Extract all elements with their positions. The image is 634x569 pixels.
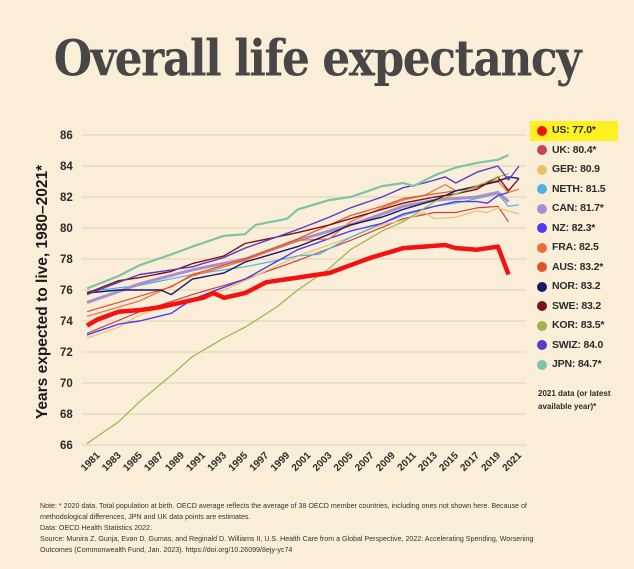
x-tick-label: 1993 [206,450,230,474]
legend: US: 77.0* UK: 80.4* GER: 80.9 NETH: 81.5 CAN… [530,121,632,413]
x-tick-label: 2015 [437,450,461,474]
x-tick-label: 2003 [311,450,335,474]
series-line-swe [86,176,520,294]
y-tick-label: 84 [60,161,73,173]
series-line-nz [86,191,509,336]
chart-title: Overall life expectancy [53,30,582,89]
legend-label: FRA: 82.5 [552,241,599,253]
legend-dot-icon [537,125,547,136]
x-tick-label: 1985 [121,450,145,474]
legend-label: GER: 80.9 [552,163,600,175]
series-line-neth [86,193,520,293]
legend-label: UK: 80.4* [552,143,597,156]
x-tick-label: 1997 [248,450,272,474]
legend-item: UK: 80.4* [532,141,632,161]
legend-item: SWE: 83.2 [532,297,632,317]
y-axis-label: Years expected to live, 1980–2021* [34,164,51,419]
y-tick-label: 74 [60,316,73,328]
series-line-swiz [86,165,520,296]
legend-item: CAN: 81.7* [532,199,632,219]
x-tick-label: 1989 [163,450,187,474]
x-tick-label: 2005 [332,450,356,474]
legend-dot-icon [537,359,547,370]
x-tick-label: 2017 [458,450,482,474]
y-tick-label: 80 [60,223,73,235]
series-line-kor [86,173,509,444]
y-tick-label: 68 [60,409,73,421]
legend-label: KOR: 83.5* [552,319,605,331]
legend-dot-icon [537,145,547,155]
x-tick-label: 2011 [396,450,419,473]
legend-label: US: 77.0* [552,124,596,136]
footer-source-line2: Outcomes (Commonwealth Fund, Jan. 2023).… [40,546,293,555]
x-tick-label: 1995 [227,450,251,474]
legend-item: AUS: 83.2* [532,258,632,278]
x-tick-label: 1999 [269,450,293,474]
legend-item: KOR: 83.5* [532,316,632,336]
x-tick-label: 1987 [142,450,166,474]
legend-item: SWIZ: 84.0 [532,336,632,356]
y-tick-label: 82 [60,192,73,204]
x-tick-label: 2021 [501,450,525,474]
legend-dot-icon [537,281,547,292]
y-tick-label: 78 [60,254,73,266]
legend-label: JPN: 84.7* [552,358,602,370]
legend-item: JPN: 84.7* [532,355,632,375]
y-tick-label: 70 [60,378,73,390]
y-tick-label: 72 [60,347,73,359]
legend-item: NETH: 81.5 [532,180,632,200]
footer-source-line1: Source: Munira Z. Gunja, Evan D. Gumas, … [40,535,534,544]
y-tick-label: 76 [60,285,73,297]
legend-item: NZ: 82.3* [532,219,632,239]
legend-dot-icon [537,320,547,331]
legend-item: FRA: 82.5 [532,238,632,258]
legend-label: CAN: 81.7* [552,202,604,214]
series-line-us [85,242,511,328]
legend-dot-icon [537,242,547,253]
x-tick-label: 2007 [353,450,377,474]
footer-note-line2: methodological differences, JPN and UK d… [40,513,251,522]
footer-note-line1: Note: * 2020 data. Total population at b… [40,502,527,510]
legend-item: GER: 80.9 [532,160,632,180]
legend-item: NOR: 83.2 [532,277,632,297]
x-tick-label: 1991 [185,450,209,474]
y-tick-labels: 66 68 70 72 74 76 78 80 82 84 86 [60,130,73,452]
series-lines [85,154,520,444]
x-tick-label: 2001 [290,450,314,474]
legend-dot-icon [537,164,547,175]
series-line-fra [86,180,520,317]
legend-item: US: 77.0* [530,121,618,141]
legend-label: NETH: 81.5 [552,182,606,195]
legend-dot-icon [537,262,547,272]
footer-notes: Note: * 2020 data. Total population at b… [40,501,600,556]
x-tick-label: 2013 [416,450,440,474]
legend-dot-icon [537,223,547,233]
series-line-jpn [86,154,509,290]
y-tick-label: 86 [60,130,73,142]
x-tick-label: 1981 [79,450,103,474]
y-tick-label: 66 [60,440,73,452]
footer-data-source: Data: OECD Health Statistics 2022. [40,524,152,533]
legend-label: NZ: 82.3* [552,221,596,234]
x-tick-labels: 1981198319851987198919911993199519971999… [79,450,524,474]
legend-label: SWIZ: 84.0 [552,338,604,351]
legend-dot-icon [537,203,547,214]
x-tick-label: 1983 [100,450,124,474]
legend-note: 2021 data (or latest available year)* [538,388,611,411]
x-tick-label: 2019 [480,450,504,474]
gridlines [82,134,526,446]
legend-dot-icon [537,301,547,311]
legend-label: NOR: 83.2 [552,280,601,292]
series-line-aus [86,177,509,313]
legend-dot-icon [537,340,547,350]
series-line-uk [86,205,509,334]
legend-dot-icon [537,184,547,194]
x-tick-label: 2009 [374,450,398,474]
legend-label: AUS: 83.2* [552,260,604,273]
legend-label: SWE: 83.2 [552,299,601,312]
